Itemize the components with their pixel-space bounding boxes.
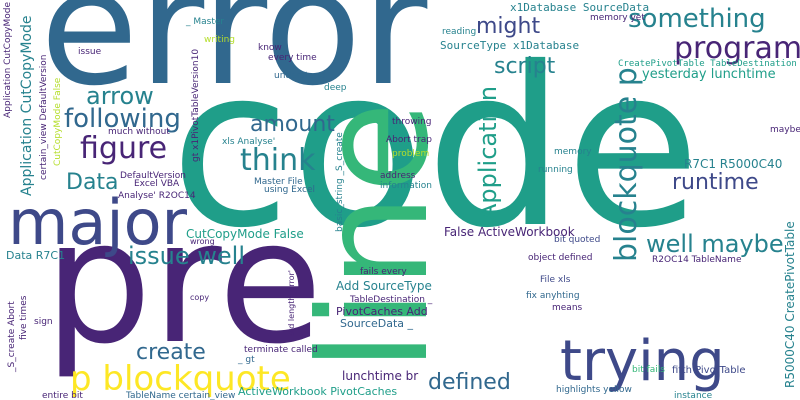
word-data-r7c1: Data R7C1 — [6, 250, 65, 261]
word-xls-analyse: xls Analyse' — [222, 138, 275, 147]
word-sourcedata: SourceData _ — [340, 318, 413, 329]
word-gt-x1pivottableversion10: gt x1PivotTableVersion10 — [192, 49, 201, 162]
word-information: information — [380, 182, 432, 191]
word-know: know — [258, 44, 282, 53]
word-defined: defined — [428, 372, 511, 394]
word-activeworkbook-pivotcaches: ActiveWorkbook PivotCaches — [238, 386, 397, 397]
word-script: script — [494, 56, 555, 78]
word-lunchtime-br: lunchtime br — [342, 370, 418, 382]
word-highlights-yellow: highlights yellow — [556, 386, 632, 395]
word-add-sourcetype: Add SourceType — [336, 280, 432, 292]
word-defaultversion: DefaultVersion — [120, 172, 186, 181]
word-throwing: throwing — [392, 118, 432, 127]
word-amount: amount — [250, 114, 335, 136]
word-much-without: much without — [108, 128, 170, 137]
word-sign: sign — [34, 318, 53, 327]
word-understand: understand — [274, 72, 326, 81]
word-analyse-r2oc14: Analyse' R2OC14 — [118, 192, 196, 201]
word-false-activeworkbook: False ActiveWorkbook — [444, 226, 575, 238]
word-address: address — [380, 172, 415, 181]
word-maybe: maybe — [770, 126, 800, 135]
word-yesterday-lunchtime: yesterday lunchtime — [642, 68, 776, 81]
word-fifth-pivottable: fifth PivotTable — [672, 366, 746, 376]
word-deep: deep — [324, 84, 347, 93]
word-problem: problem — [392, 150, 429, 159]
word-think: think — [240, 146, 316, 176]
word-file-xls: File xls — [540, 276, 570, 285]
word-trying: trying — [560, 334, 725, 390]
word-abort-trap: Abort trap — [386, 136, 432, 145]
word-application-cutcopymode: Application CutCopyMode — [20, 16, 34, 196]
word-using-excel: using Excel — [264, 186, 315, 195]
word-writing: writing — [204, 36, 235, 45]
word-application-cutcopymode-small: Application CutCopyMode — [4, 2, 13, 118]
word-tablename-certain-view: TableName certain_view — [126, 392, 235, 400]
word-runtime: runtime — [672, 172, 759, 194]
word-createpivottable-tabledestination: CreatePivotTable TableDestination — [618, 60, 797, 69]
word-r7c1-r5000c40: R7C1 R5000C40 — [684, 158, 782, 170]
word-sourcetype-x1database: SourceType x1Database — [440, 40, 579, 51]
word-running: running — [538, 166, 573, 175]
word-r5000c40-createpivottable: R5000C40 CreatePivotTable — [784, 221, 796, 388]
word-tabledestination: TableDestination _ — [350, 296, 432, 305]
word-s-create-abort: _S_create Abort — [8, 301, 17, 372]
word-gt: _ gt — [238, 356, 255, 365]
word-application: Application — [476, 86, 500, 220]
word-create: create — [136, 342, 206, 364]
word-well-maybe: well maybe — [646, 232, 784, 256]
word-issue-well: issue well — [128, 244, 245, 268]
word-std-length-error: std length_error' — [288, 270, 296, 336]
word-certain-view-defaultversion: certain_view DefaultVersion — [40, 55, 49, 181]
word-means: means — [552, 304, 582, 313]
word-master: _ Master — [186, 18, 224, 27]
word-issue: issue — [78, 48, 101, 57]
word-fix-anyhting: fix anyhting — [526, 292, 580, 301]
word-bit-fails: bit fails — [632, 366, 665, 375]
word-entire-bit: entire bit — [42, 392, 83, 400]
word-figure: figure — [80, 134, 167, 164]
word-excel-vba: Excel VBA — [134, 180, 179, 189]
word-reading: reading — [442, 28, 476, 37]
word-instance: instance — [674, 392, 712, 400]
word-r2oc14-tablename: R2OC14 TableName — [652, 256, 742, 265]
word-memory: memory — [554, 148, 592, 157]
word-cutcopymode-false-small: CutCopyMode False — [54, 78, 63, 166]
word-every-time: every time — [268, 54, 317, 63]
word-memory-yet: memory yet — [590, 14, 645, 23]
word-object-defined: object defined — [528, 254, 592, 263]
word-basic-string-s-create: basic_string _S_create — [336, 132, 345, 232]
word-blockquote-p: blockquote p — [612, 67, 642, 262]
word-five-times: five times — [20, 296, 29, 340]
word-might: might — [476, 16, 540, 38]
word-terminate-called: terminate called — [244, 346, 318, 355]
word-data: Data — [66, 172, 119, 194]
word-x1database-sourcedata: x1Database SourceData — [510, 2, 649, 13]
word-copy: copy — [190, 294, 209, 302]
word-wrong: wrong — [190, 238, 215, 246]
word-pivotcaches-add: PivotCaches Add — [336, 306, 428, 317]
word-fails-every: fails every — [360, 268, 407, 277]
